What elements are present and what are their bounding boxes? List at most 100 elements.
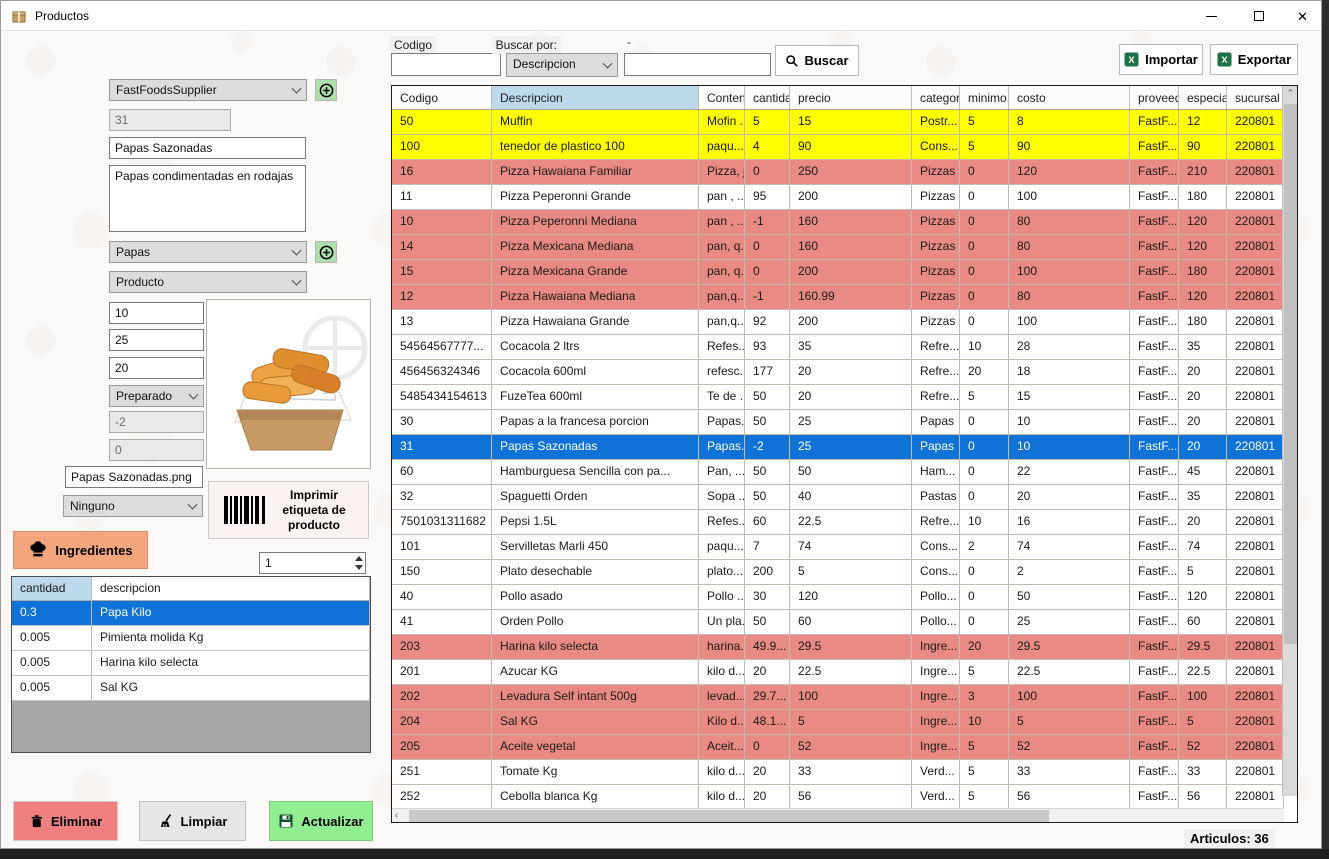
table-row[interactable]: 100 tenedor de plastico 100 paqu... 4 90 Cons…	[392, 135, 1284, 160]
table-cell: Harina kilo selecta	[492, 635, 699, 659]
table-cell: FastF...	[1130, 560, 1179, 584]
ingredient-row[interactable]: 0.005 Sal KG	[12, 676, 370, 701]
table-row[interactable]: 204 Sal KG Kilo d... 48.1... 5 Ingre... 10 5 Fas…	[392, 710, 1284, 735]
table-cell: 80	[1009, 285, 1130, 309]
horizontal-scrollbar-thumb[interactable]	[409, 810, 1049, 822]
copias-stepper-arrows[interactable]	[353, 553, 365, 573]
proveedor-select[interactable]: FastFoodsSupplier	[109, 79, 307, 101]
contenido-field[interactable]: Papas condimentadas en rodajas	[109, 165, 306, 232]
column-header-descripcion[interactable]: Descripcion	[492, 86, 699, 109]
ingredient-row[interactable]: 0.3 Papa Kilo	[12, 601, 370, 626]
table-row[interactable]: 7501031311682 Pepsi 1.5L Refes... 60 22.5 Ref…	[392, 510, 1284, 535]
table-row[interactable]: 12 Pizza Hawaiana Mediana pan,q... -1 160.99…	[392, 285, 1284, 310]
table-cell: pan,q...	[699, 285, 745, 309]
table-cell: 3	[960, 685, 1009, 709]
stock-minimo-field[interactable]: 0	[109, 439, 204, 461]
descripcion-field[interactable]: Papas Sazonadas	[109, 137, 306, 159]
ingredientes-button[interactable]: Ingredientes	[13, 531, 148, 569]
limpiar-button[interactable]: Limpiar	[139, 801, 246, 841]
scroll-up-icon: ⌃	[1286, 88, 1295, 98]
buscar-por-select[interactable]: Descripcion	[506, 53, 618, 77]
costo-field[interactable]: 10	[109, 302, 204, 324]
table-cell: Tomate Kg	[492, 760, 699, 784]
buscar-label: Buscar	[804, 53, 849, 68]
column-header-costo[interactable]: costo	[1009, 86, 1130, 109]
column-header-sucursal[interactable]: sucursal	[1227, 86, 1284, 109]
table-cell: FastF...	[1130, 385, 1179, 409]
ingredient-row[interactable]: 0.005 Harina kilo selecta	[12, 651, 370, 676]
table-row[interactable]: 205 Aceite vegetal Aceit... 0 52 Ingre... 5 52 F…	[392, 735, 1284, 760]
exportar-button[interactable]: X Exportar	[1210, 44, 1298, 75]
table-cell: FastF...	[1130, 435, 1179, 459]
column-header-especial[interactable]: especial	[1179, 86, 1227, 109]
table-row[interactable]: 11 Pizza Peperonni Grande pan , ... 95 200 Pi…	[392, 185, 1284, 210]
table-cell: Pizzas	[912, 185, 960, 209]
column-header-precio[interactable]: precio	[790, 86, 912, 109]
table-row[interactable]: 40 Pollo asado Pollo ... 30 120 Pollo... 0 50 Fa…	[392, 585, 1284, 610]
buscar-button[interactable]: Buscar	[775, 45, 859, 76]
column-header-cantidad[interactable]: cantidad	[745, 86, 790, 109]
table-cell: 5485434154613	[392, 385, 492, 409]
table-row[interactable]: 101 Servilletas Marli 450 paqu... 7 74 Cons..…	[392, 535, 1284, 560]
ingredient-column-header-descripcion[interactable]: descripcion	[92, 577, 370, 600]
vertical-scrollbar-thumb[interactable]	[1284, 104, 1297, 644]
table-row[interactable]: 252 Cebolla blanca Kg kilo d... 20 56 Verd...…	[392, 785, 1284, 810]
grupo-value: Ninguno	[70, 499, 115, 513]
inventario-select[interactable]: Preparado	[109, 385, 204, 407]
precio-final-field[interactable]: 25	[109, 329, 204, 351]
column-header-proveedor[interactable]: proveedor	[1130, 86, 1179, 109]
horizontal-scrollbar[interactable]: ‹	[392, 808, 1284, 822]
table-row[interactable]: 54564567777... Cocacola 2 ltrs Refes... 93 3…	[392, 335, 1284, 360]
close-button[interactable]: ✕	[1280, 1, 1325, 31]
importar-button[interactable]: X Importar	[1119, 44, 1203, 75]
table-row[interactable]: 10 Pizza Peperonni Mediana pan , ... -1 160 P…	[392, 210, 1284, 235]
tipo-select[interactable]: Producto	[109, 271, 307, 293]
actualizar-button[interactable]: Actualizar	[269, 801, 373, 841]
table-row[interactable]: 251 Tomate Kg kilo d... 20 33 Verd... 5 33 FastF…	[392, 760, 1284, 785]
table-row[interactable]: 202 Levadura Self intant 500g levad... 29.7…	[392, 685, 1284, 710]
add-categoria-button[interactable]	[315, 241, 337, 263]
column-header-codigo[interactable]: Codigo	[392, 86, 492, 109]
table-cell: 220801	[1227, 485, 1284, 509]
ingredient-row[interactable]: 0.005 Pimienta molida Kg	[12, 626, 370, 651]
table-cell: 220801	[1227, 660, 1284, 684]
ingredient-column-header-cantidad[interactable]: cantidad	[12, 577, 92, 600]
vertical-scrollbar[interactable]: ⌃	[1282, 86, 1297, 796]
column-header-minimo[interactable]: minimo	[960, 86, 1009, 109]
table-row[interactable]: 60 Hamburguesa Sencilla con pa... Pan, ...…	[392, 460, 1284, 485]
search-codigo-input[interactable]	[391, 53, 501, 76]
table-row[interactable]: 201 Azucar KG kilo d... 20 22.5 Ingre... 5 22.5…	[392, 660, 1284, 685]
table-row[interactable]: 150 Plato desechable plato... 200 5 Cons... 0 2…	[392, 560, 1284, 585]
cantidad-field[interactable]: -2	[109, 411, 204, 433]
table-row[interactable]: 32 Spaguetti Orden Sopa ... 50 40 Pastas 0 20 Fa…	[392, 485, 1284, 510]
codigo-field[interactable]: 31	[109, 109, 231, 131]
grupo-select[interactable]: Ninguno	[63, 495, 203, 517]
imagen-field[interactable]: Papas Sazonadas.png	[65, 466, 203, 488]
precio-especial-field[interactable]: 20	[109, 357, 204, 379]
minimize-button[interactable]	[1189, 1, 1234, 31]
maximize-button[interactable]	[1236, 1, 1281, 31]
imprimir-etiqueta-button[interactable]: Imprimir etiqueta de producto	[208, 481, 369, 539]
copias-stepper[interactable]: 1	[259, 552, 366, 574]
table-cell: 250	[790, 160, 912, 184]
table-row[interactable]: 13 Pizza Hawaiana Grande pan,q... 92 200 Pizz…	[392, 310, 1284, 335]
table-cell: 100	[790, 685, 912, 709]
eliminar-button[interactable]: Eliminar	[13, 801, 118, 841]
search-term-input[interactable]	[624, 53, 771, 76]
table-cell: 80	[1009, 235, 1130, 259]
column-header-contenido[interactable]: Contenido	[699, 86, 745, 109]
trash-icon	[31, 815, 42, 828]
column-header-categoria[interactable]: categoria	[912, 86, 960, 109]
add-proveedor-button[interactable]	[315, 79, 337, 101]
categoria-select[interactable]: Papas	[109, 241, 307, 263]
